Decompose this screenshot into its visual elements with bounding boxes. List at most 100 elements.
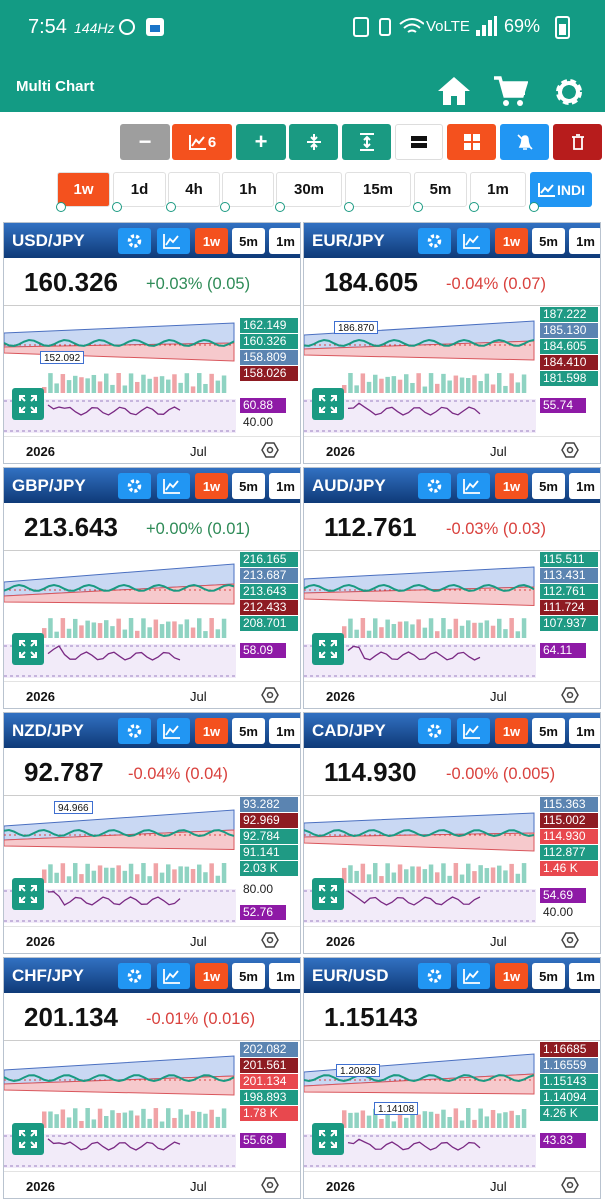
settings-button[interactable] xyxy=(552,75,586,109)
chart-options-button[interactable] xyxy=(261,686,279,704)
panel-settings-button[interactable] xyxy=(118,228,151,254)
volume-bar xyxy=(54,1114,59,1128)
panel-settings-button[interactable] xyxy=(418,473,451,499)
timeframe-button[interactable]: 5m xyxy=(414,172,467,207)
chart-options-button[interactable] xyxy=(561,441,579,459)
chart-options-button[interactable] xyxy=(261,931,279,949)
panel-timeframe-button[interactable]: 5m xyxy=(532,718,565,744)
panel-timeframe-button[interactable]: 1m xyxy=(569,228,600,254)
chart-count-button[interactable]: 6 xyxy=(172,124,232,160)
timeframe-button[interactable]: 30m xyxy=(276,172,342,207)
volume-bar xyxy=(97,1108,103,1128)
volume-bar xyxy=(466,1108,471,1128)
chart-options-button[interactable] xyxy=(561,931,579,949)
volume-bar xyxy=(128,863,134,883)
fullscreen-icon xyxy=(19,640,37,658)
rsi-value: 40.00 xyxy=(240,415,286,430)
timeframe-button[interactable]: 1d xyxy=(113,172,166,207)
panel-timeframe-button[interactable]: 5m xyxy=(232,718,265,744)
panel-timeframe-button[interactable]: 5m xyxy=(232,228,265,254)
timeframe-button[interactable]: 1m xyxy=(470,172,526,207)
panel-settings-button[interactable] xyxy=(418,718,451,744)
panel-timeframe-button[interactable]: 1w xyxy=(495,228,528,254)
volume-bar xyxy=(354,870,359,883)
fullscreen-button[interactable] xyxy=(12,388,44,420)
panel-timeframe-button[interactable]: 1w xyxy=(495,963,528,989)
panel-timeframe-button[interactable]: 1m xyxy=(569,963,600,989)
price-level: 158.026 xyxy=(240,366,298,381)
timeframe-button[interactable]: 1w xyxy=(57,172,110,207)
timeframe-button[interactable]: 1h xyxy=(222,172,274,207)
price-callout: 1.20828 xyxy=(336,1064,381,1077)
panel-timeframe-button[interactable]: 1w xyxy=(495,473,528,499)
volume-bar xyxy=(391,623,397,638)
panel-timeframe-button[interactable]: 1w xyxy=(195,473,228,499)
hex-icon xyxy=(561,442,579,458)
fullscreen-button[interactable] xyxy=(12,1123,44,1155)
volume-bar xyxy=(203,631,208,638)
chart-options-button[interactable] xyxy=(261,1176,279,1194)
volume-bar xyxy=(404,869,409,883)
fullscreen-button[interactable] xyxy=(312,878,344,910)
volume-bar xyxy=(73,375,78,393)
volume-bar xyxy=(397,1108,403,1128)
panel-timeframe-button[interactable]: 1m xyxy=(269,228,300,254)
volume-bar xyxy=(366,874,372,883)
panel-timeframe-button[interactable]: 5m xyxy=(232,473,265,499)
panel-timeframe-button[interactable]: 5m xyxy=(532,963,565,989)
volume-bar xyxy=(60,1109,66,1128)
price-change: -0.00% (0.005) xyxy=(446,765,556,783)
fullscreen-button[interactable] xyxy=(312,1123,344,1155)
grid-layout-button[interactable] xyxy=(447,124,496,160)
volume-bar xyxy=(453,1108,459,1128)
volume-bar xyxy=(172,374,177,393)
volume-bar xyxy=(97,623,103,638)
panel-timeframe-button[interactable]: 5m xyxy=(232,963,265,989)
fullscreen-button[interactable] xyxy=(312,633,344,665)
indicator-button[interactable]: INDI xyxy=(530,172,592,207)
panel-timeframe-button[interactable]: 1m xyxy=(269,718,300,744)
fullscreen-button[interactable] xyxy=(12,633,44,665)
panel-timeframe-button[interactable]: 5m xyxy=(532,228,565,254)
compress-button[interactable] xyxy=(289,124,338,160)
icon-path xyxy=(538,182,555,197)
volume-bar xyxy=(159,376,165,393)
x-axis-separator xyxy=(4,926,300,927)
volume-bar xyxy=(91,1119,97,1128)
panel-settings-button[interactable] xyxy=(118,473,151,499)
panel-settings-button[interactable] xyxy=(418,963,451,989)
expand-button[interactable] xyxy=(342,124,391,160)
panel-timeframe-button[interactable]: 1m xyxy=(269,963,300,989)
timeframe-button[interactable]: 4h xyxy=(168,172,220,207)
chart-options-button[interactable] xyxy=(561,1176,579,1194)
volume-bar xyxy=(104,373,109,393)
chart-options-button[interactable] xyxy=(261,441,279,459)
cart-button[interactable] xyxy=(492,74,528,108)
fullscreen-button[interactable] xyxy=(312,388,344,420)
panel-timeframe-button[interactable]: 1m xyxy=(269,473,300,499)
panel-timeframe-button[interactable]: 1m xyxy=(569,473,600,499)
price: 184.605 xyxy=(324,267,418,297)
panel-timeframe-button[interactable]: 1w xyxy=(195,963,228,989)
panel-settings-button[interactable] xyxy=(118,963,151,989)
add-chart-button[interactable]: + xyxy=(236,124,286,160)
remove-chart-button[interactable]: − xyxy=(120,124,170,160)
delete-button[interactable] xyxy=(553,124,602,160)
fullscreen-button[interactable] xyxy=(12,878,44,910)
home-button[interactable] xyxy=(436,74,472,108)
alert-button[interactable] xyxy=(500,124,549,160)
header-icons xyxy=(427,479,480,494)
panel-timeframe-button[interactable]: 1m xyxy=(569,718,600,744)
rows-layout-button[interactable] xyxy=(395,124,443,160)
panel-timeframe-button[interactable]: 1w xyxy=(495,718,528,744)
panel-settings-button[interactable] xyxy=(418,228,451,254)
chart-options-button[interactable] xyxy=(561,686,579,704)
panel-timeframe-button[interactable]: 1w xyxy=(195,718,228,744)
panel-timeframe-button[interactable]: 1w xyxy=(195,228,228,254)
panel-timeframe-button[interactable]: 5m xyxy=(532,473,565,499)
panel-settings-button[interactable] xyxy=(118,718,151,744)
timeframe-button[interactable]: 15m xyxy=(345,172,411,207)
volume-bar xyxy=(416,866,421,883)
volume-bar xyxy=(221,1108,227,1128)
